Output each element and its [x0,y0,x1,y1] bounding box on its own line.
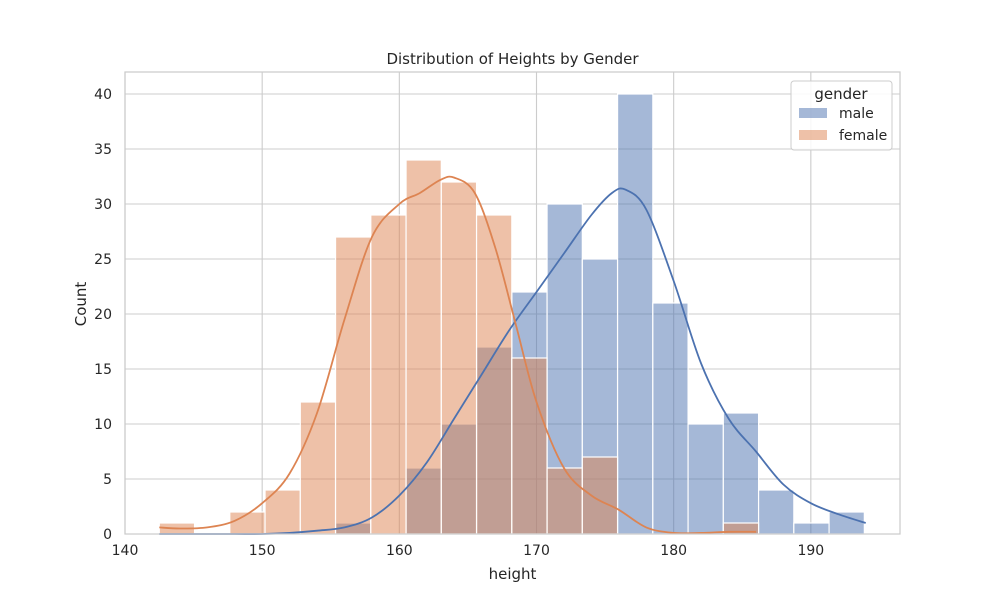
y-tick-label: 5 [103,472,112,488]
bar-male [616,93,654,535]
y-tick-label: 35 [94,142,112,158]
y-axis-label: Count [72,282,90,327]
bar-female [370,214,407,535]
bar-male [828,511,865,535]
chart-title: Distribution of Heights by Gender [386,50,639,68]
bar-male [722,412,760,535]
legend-label-female: female [839,128,887,144]
kde-line-male [159,187,866,535]
x-axis-label: height [489,565,537,583]
kde-curves [159,175,866,535]
kde-line-female [159,175,756,535]
bar-female [546,467,583,535]
legend-swatch-male [799,108,827,118]
bar-female [229,511,266,535]
y-tick-label: 15 [94,362,112,378]
bar-female [511,357,548,535]
y-tick-label: 25 [94,252,112,268]
x-tick-label: 190 [797,543,824,559]
legend-title: gender [814,85,868,103]
x-tick-label: 150 [249,543,276,559]
legend-swatch-female [799,130,827,140]
x-tick-label: 160 [386,543,413,559]
legend-label-male: male [839,106,874,122]
bar-female [440,181,478,535]
x-tick-label: 140 [112,543,139,559]
bar-female [334,236,372,535]
y-tick-label: 0 [103,527,112,543]
bar-male [793,522,830,535]
y-tick-label: 40 [94,87,112,103]
y-tick-label: 30 [94,197,112,213]
x-tick-label: 180 [660,543,687,559]
legend: gender male female [790,80,893,151]
bar-female [405,159,442,535]
y-tick-labels: 0 5 10 15 20 25 30 35 40 [94,87,112,543]
x-tick-labels: 140 150 160 170 180 190 [112,543,825,559]
bar-male [757,489,795,535]
plot-frame [124,71,901,535]
y-tick-label: 10 [94,417,112,433]
x-tick-label: 170 [523,543,550,559]
bar-female [299,401,337,535]
bar-male [687,423,724,535]
bar-female [581,456,619,535]
bars [158,93,865,535]
bar-male [652,302,689,535]
y-tick-label: 20 [94,307,112,323]
